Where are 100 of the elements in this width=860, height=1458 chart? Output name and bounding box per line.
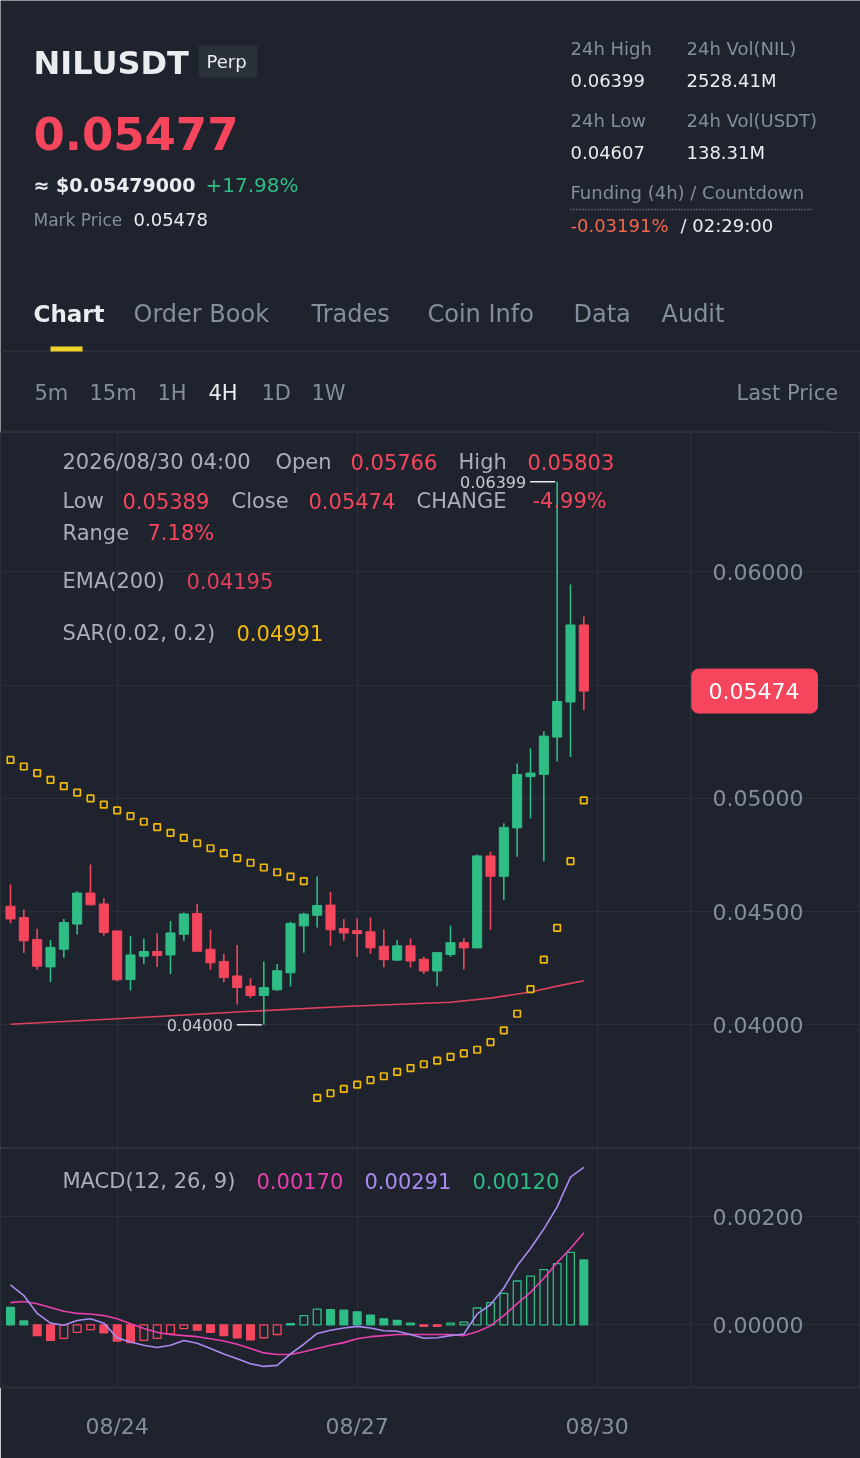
bar	[579, 1259, 589, 1326]
point	[233, 854, 242, 863]
point	[526, 984, 535, 994]
text: +17.98%	[205, 172, 299, 197]
text: Audit	[661, 299, 725, 328]
y-tick-label: 0.00200	[712, 1204, 804, 1230]
candlestick	[45, 939, 56, 984]
point	[153, 823, 162, 832]
text: 24h Vol(USDT)	[686, 110, 817, 131]
text: 15m	[89, 380, 137, 405]
point	[6, 755, 15, 765]
point	[59, 782, 68, 791]
bar	[352, 1311, 362, 1326]
text: -0.03191%	[570, 215, 669, 236]
point	[193, 839, 202, 848]
bar	[32, 1324, 42, 1337]
text: 138.31M	[686, 142, 766, 163]
candlestick	[432, 951, 443, 987]
bar	[325, 1308, 336, 1326]
point	[73, 788, 82, 797]
point	[139, 817, 148, 826]
candlestick	[18, 909, 29, 954]
point	[286, 872, 295, 881]
point	[313, 1093, 322, 1102]
text: Coin Info	[427, 299, 534, 328]
point	[339, 1084, 348, 1094]
text: 24h High	[570, 38, 652, 59]
point	[166, 828, 175, 837]
point	[273, 868, 282, 877]
text: / 02:29:00	[680, 215, 774, 236]
candlestick	[85, 863, 96, 906]
point	[539, 955, 548, 964]
candlestick	[458, 937, 469, 971]
point	[113, 806, 122, 815]
point	[486, 1037, 495, 1047]
annotation: High	[458, 449, 507, 474]
point	[473, 1045, 482, 1054]
text: Trades	[310, 299, 390, 328]
annotation: Open	[275, 449, 332, 474]
candlestick	[165, 920, 176, 975]
text: 5m	[34, 380, 69, 405]
line-series	[9, 1166, 585, 1368]
candlestick	[445, 924, 456, 958]
bar	[245, 1324, 256, 1341]
candlestick	[525, 747, 536, 820]
point	[246, 858, 255, 867]
text: 4H	[208, 380, 238, 405]
bar	[19, 1320, 29, 1326]
point	[499, 1026, 508, 1035]
text: 2528.41M	[686, 70, 777, 91]
annotation: 0.00120	[472, 1169, 560, 1194]
bar	[379, 1318, 389, 1326]
point	[206, 844, 215, 853]
y-tick-label: 0.06000	[712, 559, 804, 585]
point	[433, 1056, 442, 1065]
candlestick	[352, 917, 363, 958]
text: 24h Vol(NIL)	[686, 38, 797, 59]
y-tick-label: 0.05000	[712, 786, 804, 812]
x-tick-label: 08/30	[565, 1413, 629, 1439]
text: Data	[573, 299, 631, 328]
text: 1H	[157, 380, 187, 405]
candlestick	[485, 850, 496, 931]
y-tick-label: 0.00000	[712, 1312, 804, 1338]
candlestick	[5, 883, 16, 924]
annotation: 0.05803	[527, 450, 615, 475]
candlestick	[178, 911, 189, 942]
bar	[365, 1314, 376, 1326]
point	[513, 1009, 522, 1018]
candlestick	[258, 960, 269, 1026]
point	[179, 833, 188, 842]
bar	[5, 1306, 16, 1326]
candlestick	[378, 928, 389, 969]
candlestick	[138, 938, 149, 965]
point	[379, 1072, 388, 1081]
point	[219, 849, 228, 858]
annotation: 0.00291	[364, 1169, 452, 1194]
annotation: SAR(0.02, 0.2)	[62, 620, 216, 645]
text: ≈ $0.05479000	[33, 173, 196, 196]
y-tick-label: 0.04000	[712, 1012, 804, 1038]
point	[393, 1067, 402, 1077]
text: Funding (4h) / Countdown	[570, 182, 805, 203]
text: 24h Low	[570, 110, 646, 131]
point	[579, 796, 588, 805]
y-tick-label: 0.04500	[712, 899, 804, 925]
point	[446, 1052, 455, 1061]
point	[353, 1080, 362, 1089]
annotation: 0.04195	[186, 569, 274, 594]
text: Chart	[33, 300, 105, 327]
candlestick	[312, 875, 323, 929]
bar	[99, 1324, 109, 1334]
annotation: Close	[231, 488, 289, 513]
point	[86, 794, 95, 803]
annotation: 0.05474	[708, 679, 800, 705]
annotation: 0.05474	[308, 489, 396, 514]
text: 1D	[261, 380, 292, 405]
candlestick	[365, 916, 376, 955]
bar	[219, 1324, 229, 1337]
text: 0.04607	[570, 142, 645, 163]
bar	[339, 1309, 349, 1326]
bar	[192, 1324, 202, 1331]
